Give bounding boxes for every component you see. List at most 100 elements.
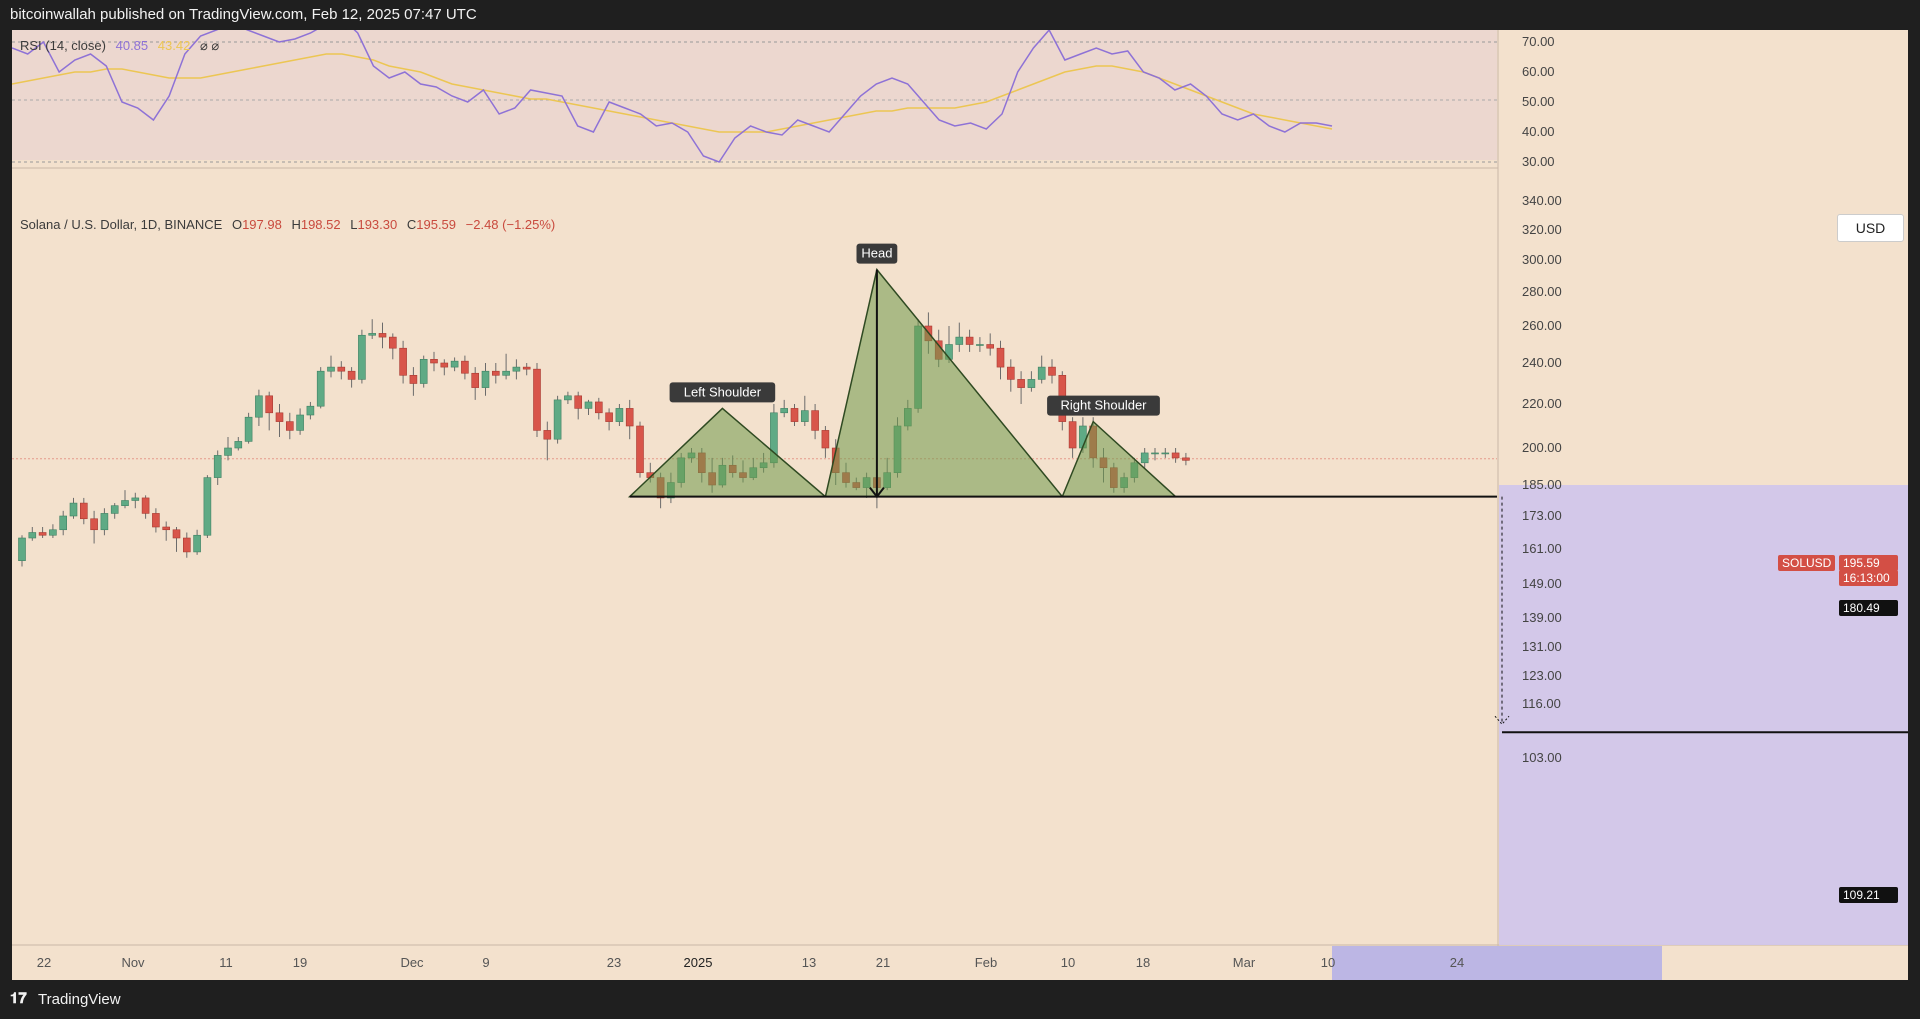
candle-body — [337, 366, 346, 372]
rsi-ma-value: 43.42 — [157, 38, 191, 53]
chart-svg: 70.00 60.00 50.00 40.00 30.00 340.00 320.00 300… — [12, 30, 1908, 980]
time-tick-label: Mar — [1233, 955, 1256, 970]
time-tick-label: Feb — [975, 955, 997, 970]
candle-body — [986, 344, 995, 349]
footer: 𝟏𝟕 TradingView — [0, 980, 1920, 1019]
candle-body — [811, 410, 819, 431]
candle-body — [502, 370, 510, 376]
head-shape — [824, 267, 1064, 498]
rsi-name: RSI (14, close) — [20, 38, 106, 53]
candle-body — [399, 347, 407, 376]
time-tick-label: 24 — [1450, 955, 1464, 970]
open-value: 197.98 — [242, 217, 282, 232]
candle-body — [965, 336, 974, 345]
price-tick-label: 161.00 — [1522, 541, 1562, 556]
candle-body — [327, 366, 335, 372]
head-arrow-tip — [869, 487, 885, 499]
candle-body — [512, 366, 521, 372]
price-tick-label: 240.00 — [1522, 355, 1562, 370]
price-tick-label: 200.00 — [1522, 440, 1562, 455]
head-label: Head — [861, 246, 892, 261]
high-value: 198.52 — [300, 217, 341, 232]
candle-body — [790, 408, 799, 422]
currency-button[interactable]: USD — [1837, 214, 1904, 242]
change-value: −2.48 (−1.25%) — [465, 217, 556, 232]
candle-body — [976, 344, 984, 346]
price-tag-symbol: SOLUSD — [1778, 555, 1836, 571]
price-tick-label: 320.00 — [1522, 222, 1562, 237]
publisher-bar: bitcoinwallah published on TradingView.c… — [0, 0, 1920, 30]
price-tick-label: 139.00 — [1522, 610, 1562, 625]
publisher-text: bitcoinwallah published on TradingView.c… — [10, 6, 477, 23]
candle-body — [80, 502, 88, 520]
candle-body — [38, 532, 47, 536]
candle-body — [49, 529, 57, 536]
high-label: H — [291, 217, 301, 232]
time-tick-label: 19 — [293, 955, 307, 970]
candle-body — [90, 518, 98, 531]
rsi-band — [12, 30, 1497, 160]
time-tick-label: 21 — [876, 955, 890, 970]
candle-body — [316, 370, 325, 407]
low-value: 193.30 — [357, 217, 398, 232]
time-tick-label: 10 — [1061, 955, 1075, 970]
price-tick-label: 260.00 — [1522, 318, 1562, 333]
candle-body — [59, 515, 68, 531]
candle-body — [419, 358, 428, 384]
candle-body — [625, 408, 634, 427]
time-tick-label: 22 — [37, 955, 51, 970]
candle-body — [388, 336, 397, 349]
time-tick-label: 9 — [482, 955, 489, 970]
symbol-text: Solana / U.S. Dollar, 1D, BINANCE — [20, 217, 223, 232]
candle-body — [368, 333, 377, 336]
price-tag-neckline: 180.49 — [1839, 600, 1898, 616]
candle-body — [141, 497, 150, 514]
time-tick-label: 23 — [607, 955, 621, 970]
candle-body — [409, 374, 418, 384]
candle-body — [1006, 366, 1015, 380]
right-shoulder-label: Right Shoulder — [1061, 398, 1148, 413]
candle-body — [955, 336, 964, 345]
candle-body — [213, 455, 222, 478]
candle-body — [234, 441, 243, 449]
left-shoulder-label: Left Shoulder — [684, 384, 762, 399]
candle-body — [152, 513, 160, 528]
candle-body — [584, 401, 593, 409]
candle-body — [564, 395, 572, 401]
head-label-bg — [856, 243, 898, 264]
rsi-tick-label: 40.00 — [1522, 124, 1555, 139]
chart-area[interactable]: 70.00 60.00 50.00 40.00 30.00 340.00 320.00 300… — [12, 30, 1908, 980]
candle-body — [69, 502, 78, 517]
candle-body — [1027, 379, 1036, 388]
rsi-tick-label: 50.00 — [1522, 94, 1555, 109]
time-tick-label: Dec — [400, 955, 424, 970]
time-tick-label: Nov — [121, 955, 145, 970]
candle-body — [1140, 452, 1149, 464]
time-tick-label: 11 — [219, 955, 233, 970]
candle-body — [491, 370, 500, 376]
candle-body — [461, 360, 469, 374]
candle-body — [162, 526, 170, 531]
price-tick-label: 280.00 — [1522, 284, 1562, 299]
candle-body — [306, 405, 315, 416]
price-tick-label: 300.00 — [1522, 252, 1562, 267]
candle-body — [358, 334, 366, 380]
tradingview-logo-icon: 𝟏𝟕 — [10, 990, 27, 1007]
candle-body — [265, 395, 273, 414]
candle-body — [636, 425, 644, 473]
candle-body — [1161, 452, 1170, 455]
candle-body — [1068, 421, 1077, 449]
candle-body — [100, 513, 109, 531]
candle-body — [800, 410, 809, 422]
time-tick-label: 18 — [1136, 955, 1150, 970]
candle-body — [533, 368, 541, 431]
left-shoulder-label-bg — [669, 382, 776, 403]
candle-body — [605, 412, 613, 422]
price-tag-target: 109.21 — [1839, 887, 1898, 903]
price-tick-label: 185.00 — [1522, 477, 1562, 492]
candle-body — [1037, 366, 1046, 380]
price-tick-label: 340.00 — [1522, 193, 1562, 208]
price-legend: Solana / U.S. Dollar, 1D, BINANCE O197.9… — [20, 217, 555, 232]
price-tick-label: 220.00 — [1522, 396, 1562, 411]
open-label: O — [231, 217, 243, 232]
